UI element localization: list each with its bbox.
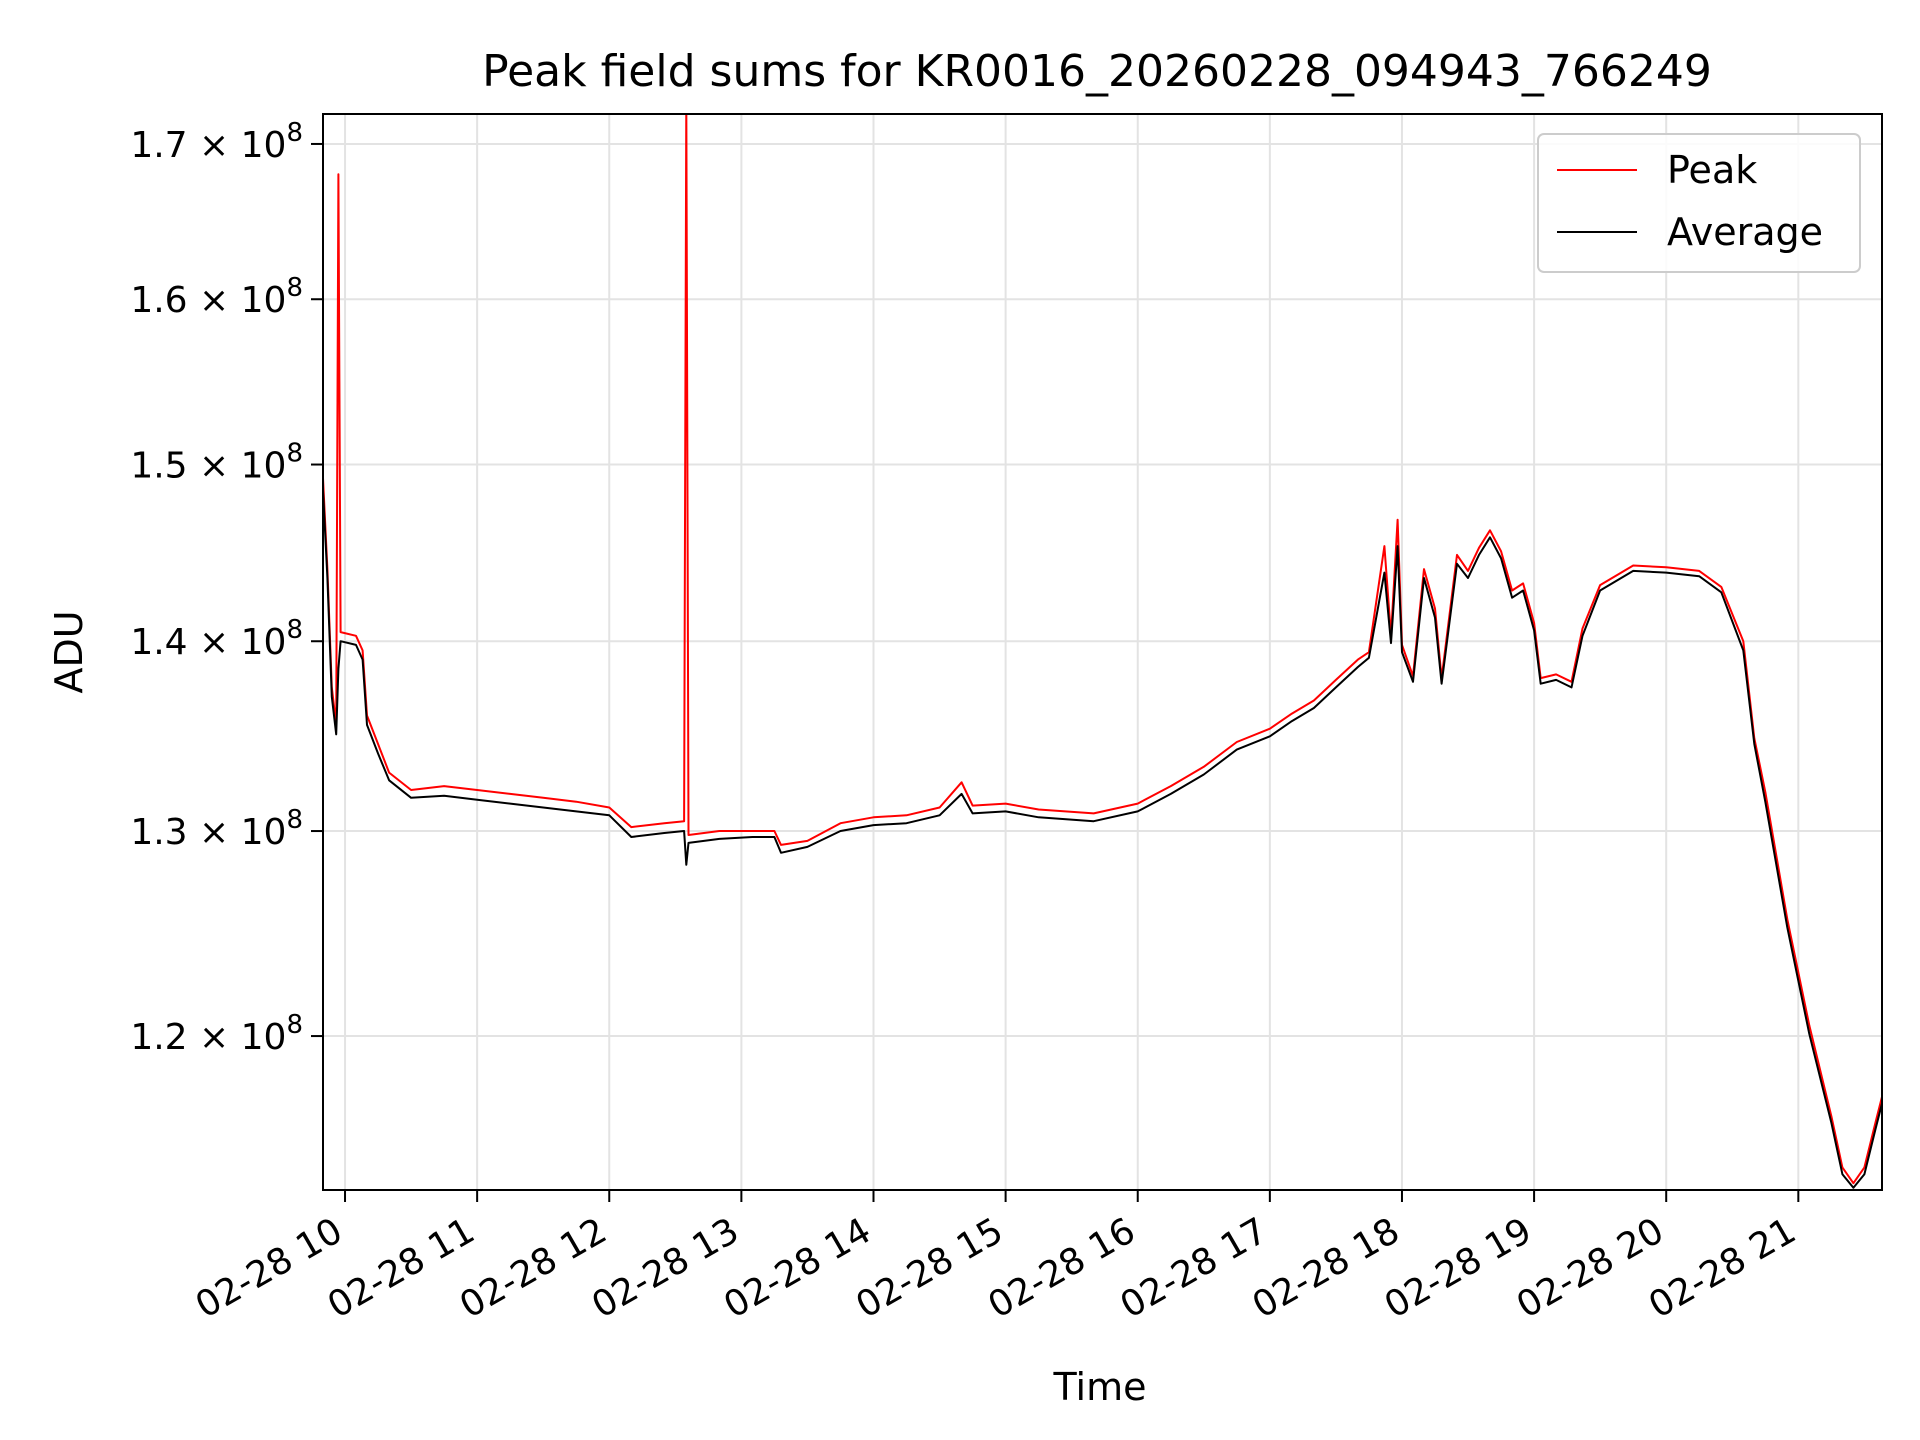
- series-lines: [323, 114, 1882, 1189]
- legend-box: [1537, 133, 1861, 273]
- series-line-average: [323, 490, 1882, 1189]
- y-tick-label-1: 1.3 × 108: [130, 805, 303, 853]
- y-tick-label-4: 1.6 × 108: [130, 273, 303, 321]
- chart-title: Peak field sums for KR0016_20260228_0949…: [482, 46, 1712, 97]
- y-axis-ticks: 1.2 × 108 1.3 × 108 1.4 × 108 1.5 × 108 1.6 …: [130, 118, 323, 1058]
- y-tick-label-3: 1.5 × 108: [130, 439, 303, 487]
- y-tick-label-0: 1.2 × 108: [130, 1010, 303, 1058]
- legend-peak-label: Peak: [1667, 148, 1757, 192]
- plot-area-frame: [322, 113, 1883, 1191]
- x-axis-label: Time: [1053, 1365, 1147, 1409]
- legend-average-label: Average: [1667, 210, 1823, 254]
- y-tick-label-5: 1.7 × 108: [130, 118, 303, 166]
- y-axis-label: ADU: [47, 610, 91, 693]
- grid-lines: [323, 114, 1882, 1190]
- y-tick-label-2: 1.4 × 108: [130, 615, 303, 663]
- legend: Peak Average: [1537, 133, 1861, 273]
- series-line-peak: [323, 114, 1882, 1185]
